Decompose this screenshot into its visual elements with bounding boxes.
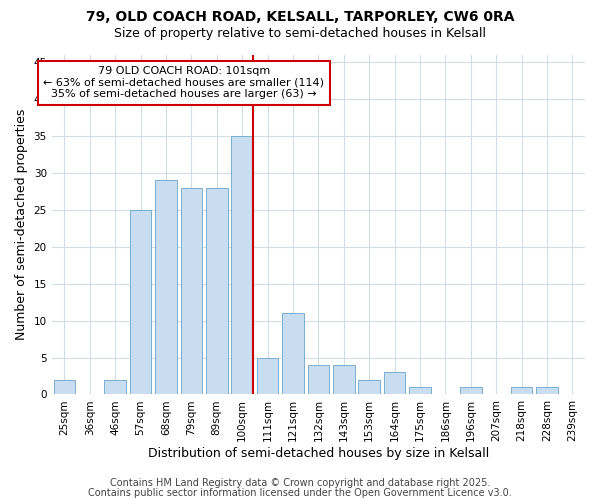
Bar xyxy=(155,180,177,394)
Bar xyxy=(384,372,406,394)
Bar xyxy=(206,188,227,394)
Text: 79, OLD COACH ROAD, KELSALL, TARPORLEY, CW6 0RA: 79, OLD COACH ROAD, KELSALL, TARPORLEY, … xyxy=(86,10,514,24)
Bar xyxy=(460,387,482,394)
Bar xyxy=(130,210,151,394)
Bar xyxy=(409,387,431,394)
Text: Contains HM Land Registry data © Crown copyright and database right 2025.: Contains HM Land Registry data © Crown c… xyxy=(110,478,490,488)
Bar xyxy=(53,380,75,394)
Text: 79 OLD COACH ROAD: 101sqm
← 63% of semi-detached houses are smaller (114)
35% of: 79 OLD COACH ROAD: 101sqm ← 63% of semi-… xyxy=(43,66,324,100)
Bar xyxy=(358,380,380,394)
Bar xyxy=(257,358,278,395)
Y-axis label: Number of semi-detached properties: Number of semi-detached properties xyxy=(15,109,28,340)
Bar xyxy=(232,136,253,394)
Bar xyxy=(104,380,126,394)
Bar xyxy=(333,365,355,394)
Bar xyxy=(511,387,532,394)
Text: Contains public sector information licensed under the Open Government Licence v3: Contains public sector information licen… xyxy=(88,488,512,498)
Bar xyxy=(308,365,329,394)
X-axis label: Distribution of semi-detached houses by size in Kelsall: Distribution of semi-detached houses by … xyxy=(148,447,489,460)
Text: Size of property relative to semi-detached houses in Kelsall: Size of property relative to semi-detach… xyxy=(114,28,486,40)
Bar xyxy=(282,314,304,394)
Bar xyxy=(536,387,557,394)
Bar xyxy=(181,188,202,394)
